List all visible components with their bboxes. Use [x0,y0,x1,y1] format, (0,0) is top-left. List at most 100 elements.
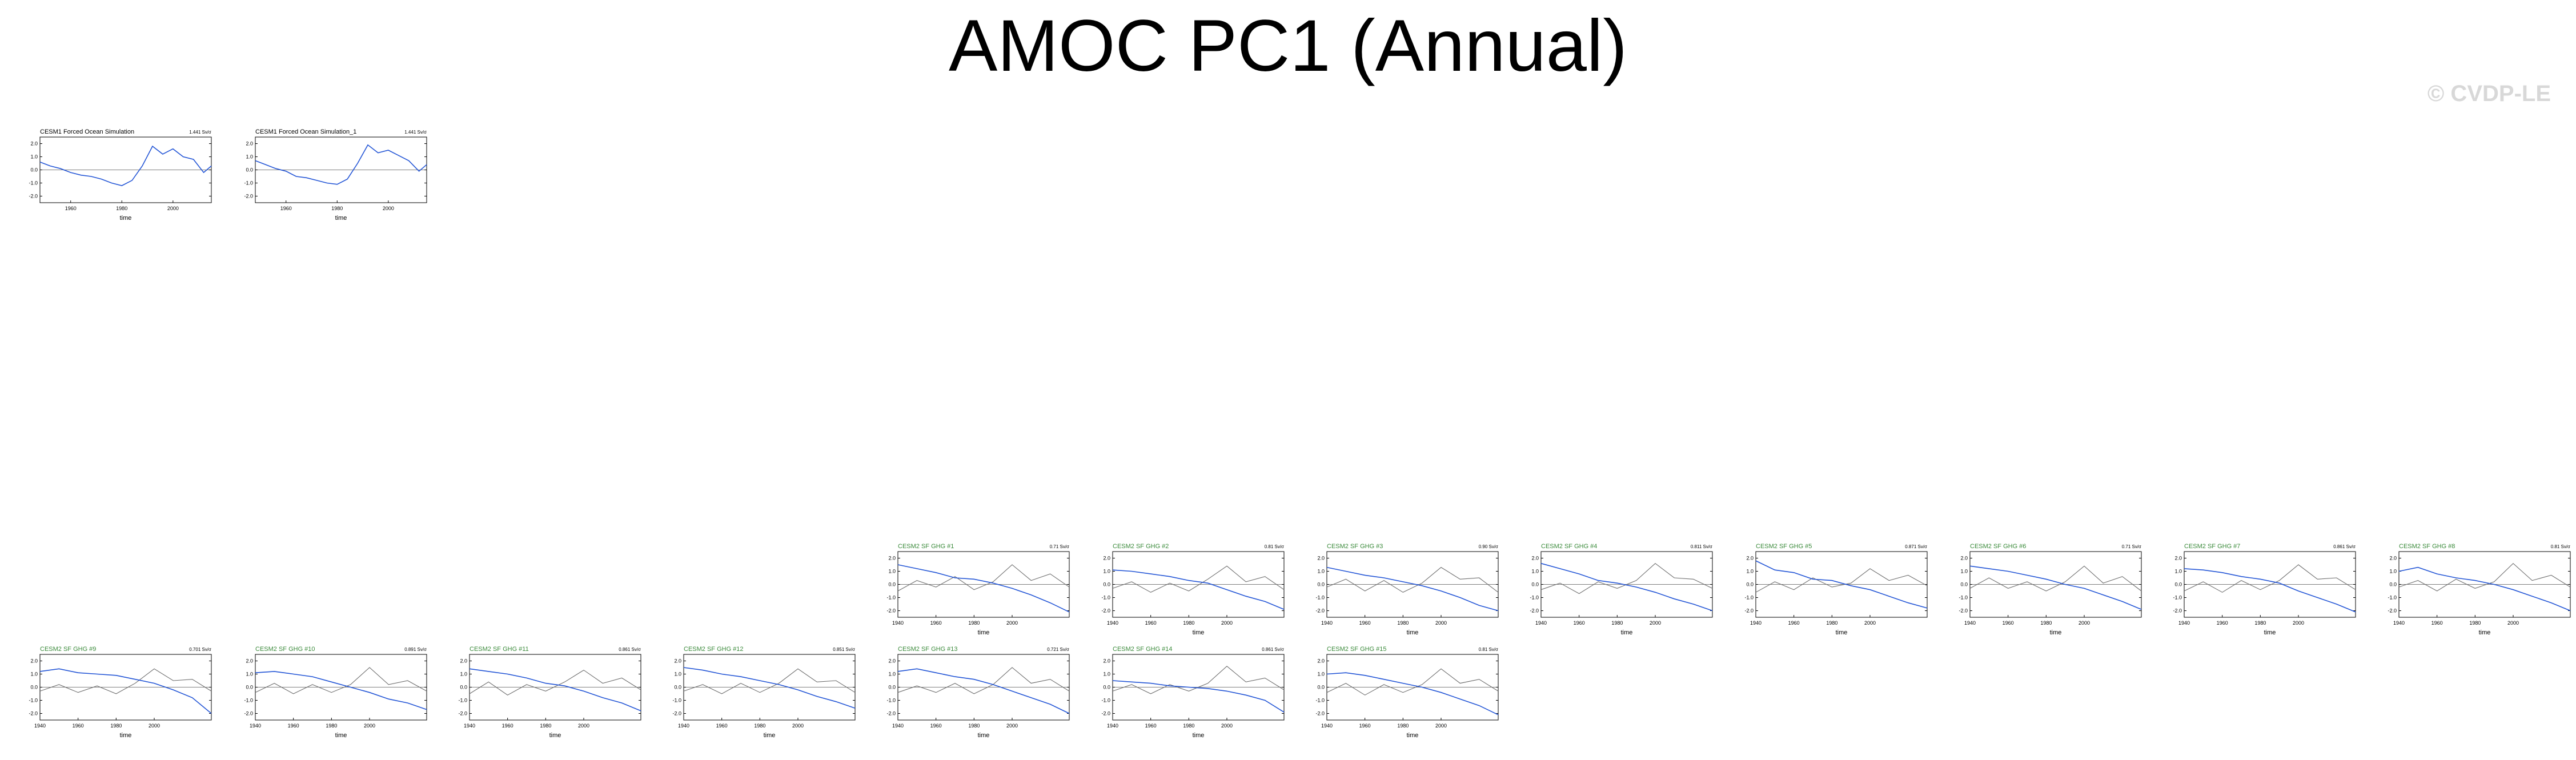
y-tick-label: 2.0 [1531,556,1539,561]
y-tick-label: -2.0 [1101,711,1110,717]
chart-title: CESM1 Forced Ocean Simulation [40,128,134,135]
y-tick-label: -1.0 [29,698,38,703]
panel-ghg-3: CESM2 SF GHG #3 0.90 Sv/σ 2.0 1.0 0.0 -1.0 -2.… [1310,539,1507,644]
y-tick-label: 0.0 [1103,685,1110,690]
x-tick-label: 1960 [73,723,84,729]
x-tick-label: 1980 [540,723,551,729]
series-line-model [897,668,1070,714]
chart-right-label: 0.861 Sv/σ [619,647,641,652]
x-axis-label: time [1621,629,1633,636]
series-line-obs [1326,566,1499,593]
x-tick-label: 1980 [1183,620,1194,626]
x-axis-label: time [120,732,132,739]
x-axis-label: time [2050,629,2062,636]
chart-right-label: 0.851 Sv/σ [833,647,855,652]
x-tick-label: 1980 [1397,620,1409,626]
panel-ghg-15: CESM2 SF GHG #15 0.81 Sv/σ 2.0 1.0 0.0 -1.0 -2… [1310,642,1507,747]
page-title: AMOC PC1 (Annual) [949,5,1627,87]
y-tick-label: -1.0 [244,180,253,186]
x-tick-label: 1960 [716,723,728,729]
y-tick-label: 2.0 [888,658,896,664]
x-axis-label: time [1193,732,1205,739]
y-tick-label: -1.0 [29,180,38,186]
x-tick-label: 1960 [280,206,292,211]
chart-right-label: 0.81 Sv/σ [1265,544,1284,549]
x-tick-label: 2000 [1435,620,1447,626]
chart-svg: CESM2 SF GHG #12 0.851 Sv/σ 2.0 1.0 0.0 -1.0 -… [672,646,856,739]
x-tick-label: 1980 [2254,620,2266,626]
y-tick-label: -2.0 [29,711,38,717]
y-tick-label: -1.0 [1101,698,1110,703]
x-axis-label: time [1407,732,1419,739]
chart-svg: CESM2 SF GHG #10 0.891 Sv/σ 2.0 1.0 0.0 -1.0 -… [244,646,427,739]
panel-ghg-13: CESM2 SF GHG #13 0.721 Sv/σ 2.0 1.0 0.0 -1.0 -… [881,642,1078,747]
y-tick-label: 1.0 [460,671,467,677]
series-line-model [2184,568,2356,613]
chart-right-label: 0.891 Sv/σ [404,647,427,652]
x-tick-label: 1980 [968,620,980,626]
panel-ghg-6: CESM2 SF GHG #6 0.71 Sv/σ 2.0 1.0 0.0 -1.0 -2.… [1953,539,2150,644]
chart-title: CESM2 SF GHG #14 [1113,646,1173,653]
y-tick-label: 1.0 [1103,569,1110,574]
x-tick-label: 1940 [892,620,904,626]
y-tick-label: -2.0 [1530,608,1539,614]
y-tick-label: 2.0 [674,658,681,664]
y-tick-label: 0.0 [1531,582,1539,588]
x-tick-label: 1960 [2431,620,2443,626]
series-line-model [255,144,427,185]
panel-ghg-7: CESM2 SF GHG #7 0.861 Sv/σ 2.0 1.0 0.0 -1.0 -2… [2167,539,2364,644]
x-tick-label: 1940 [34,723,46,729]
y-tick-label: 2.0 [30,141,38,147]
y-tick-label: -2.0 [886,711,896,717]
chart-title: CESM2 SF GHG #7 [2184,543,2240,550]
x-tick-label: 2000 [2079,620,2090,626]
y-tick-label: 1.0 [30,154,38,160]
series-line-model [1969,565,2142,610]
y-tick-label: 1.0 [2174,569,2182,574]
x-axis-label: time [2479,629,2491,636]
x-tick-label: 1980 [1397,723,1409,729]
x-axis-label: time [2264,629,2276,636]
y-tick-label: -2.0 [1744,608,1754,614]
y-tick-label: -2.0 [2388,608,2397,614]
y-tick-label: 0.0 [2174,582,2182,588]
y-tick-label: -2.0 [1315,711,1325,717]
chart-right-label: 1.441 Sv/σ [404,130,427,135]
y-tick-label: 0.0 [1746,582,1754,588]
x-tick-label: 1960 [930,620,942,626]
series-line-obs [2184,564,2356,593]
y-tick-label: 1.0 [246,154,253,160]
y-tick-label: -2.0 [458,711,467,717]
chart-title: CESM2 SF GHG #8 [2399,543,2455,550]
x-tick-label: 1980 [110,723,122,729]
y-tick-label: -1.0 [1315,698,1325,703]
y-tick-label: -1.0 [1530,595,1539,601]
y-tick-label: 0.0 [30,167,38,173]
y-tick-label: 2.0 [1103,556,1110,561]
chart-right-label: 0.701 Sv/σ [189,647,211,652]
chart-title: CESM1 Forced Ocean Simulation_1 [255,128,356,135]
x-tick-label: 1960 [1788,620,1800,626]
y-tick-label: 2.0 [246,658,253,664]
series-line-model [1540,562,1713,612]
x-tick-label: 1960 [65,206,77,211]
y-tick-label: 2.0 [1317,556,1325,561]
x-tick-label: 1940 [678,723,689,729]
y-tick-label: 1.0 [1103,671,1110,677]
chart-svg: CESM2 SF GHG #5 0.871 Sv/σ 2.0 1.0 0.0 -1.0 -2… [1744,543,1928,636]
y-tick-label: -2.0 [1315,608,1325,614]
x-tick-label: 2000 [167,206,179,211]
y-tick-label: -1.0 [1101,595,1110,601]
x-tick-label: 1940 [1321,723,1333,729]
series-line-model [255,671,427,710]
x-tick-label: 1960 [1359,723,1371,729]
x-tick-label: 1960 [1359,620,1371,626]
chart-svg: CESM2 SF GHG #14 0.861 Sv/σ 2.0 1.0 0.0 -1.0 -… [1101,646,1285,739]
x-tick-label: 2000 [792,723,804,729]
x-tick-label: 1940 [250,723,261,729]
y-tick-label: 2.0 [1960,556,1968,561]
y-tick-label: -1.0 [2173,595,2182,601]
x-axis-label: time [1836,629,1848,636]
x-axis-label: time [1407,629,1419,636]
panel-ghg-11: CESM2 SF GHG #11 0.861 Sv/σ 2.0 1.0 0.0 -1.0 -… [452,642,649,747]
